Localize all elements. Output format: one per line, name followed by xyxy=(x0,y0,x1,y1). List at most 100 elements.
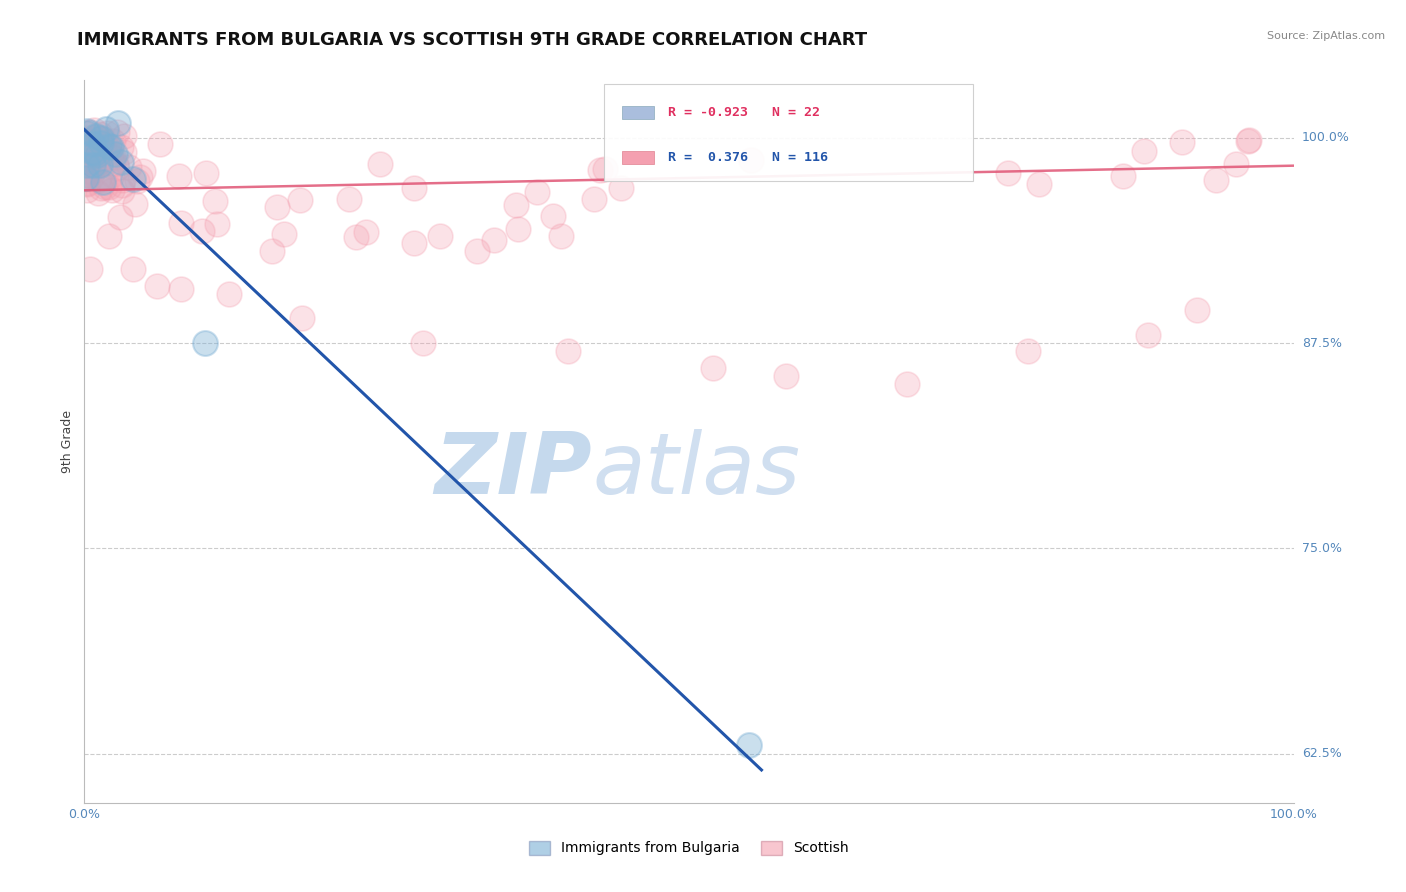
Point xyxy=(506,222,529,236)
Point xyxy=(87,172,110,186)
Legend: Immigrants from Bulgaria, Scottish: Immigrants from Bulgaria, Scottish xyxy=(524,835,853,861)
Text: 75.0%: 75.0% xyxy=(1302,541,1341,555)
Point xyxy=(77,139,100,153)
Point xyxy=(75,136,97,151)
Point xyxy=(89,127,111,141)
Point xyxy=(412,336,434,351)
Point xyxy=(90,130,112,145)
Point xyxy=(76,176,98,190)
Point xyxy=(89,156,111,170)
Point xyxy=(146,278,169,293)
Point xyxy=(107,116,129,130)
Point xyxy=(402,181,425,195)
Point xyxy=(1239,133,1261,147)
Point xyxy=(89,143,111,157)
Point xyxy=(91,132,114,146)
Point xyxy=(89,157,111,171)
Point xyxy=(1112,169,1135,184)
Point xyxy=(89,154,111,169)
Point xyxy=(266,201,288,215)
Point xyxy=(167,169,190,184)
Bar xyxy=(623,106,654,119)
Point xyxy=(775,368,797,383)
Point xyxy=(740,153,762,167)
Point xyxy=(593,162,616,177)
Point xyxy=(101,150,124,164)
Point xyxy=(83,123,105,137)
Point xyxy=(96,140,118,154)
Point xyxy=(94,180,117,194)
Text: ZIP: ZIP xyxy=(434,429,592,512)
Point xyxy=(75,172,97,186)
Point xyxy=(100,140,122,154)
Point xyxy=(110,140,132,154)
Point xyxy=(76,183,98,197)
Point xyxy=(83,143,105,157)
Point xyxy=(86,186,108,200)
Point xyxy=(77,135,100,149)
Point xyxy=(93,144,115,158)
Point xyxy=(76,158,98,172)
Point xyxy=(1205,173,1227,187)
Point xyxy=(90,136,112,150)
Point xyxy=(93,156,115,170)
Point xyxy=(112,145,135,159)
Point xyxy=(77,168,100,182)
Point xyxy=(82,165,104,179)
Point xyxy=(90,181,112,195)
Point xyxy=(83,155,105,169)
Point xyxy=(96,126,118,140)
Point xyxy=(80,145,103,160)
Point xyxy=(194,336,217,351)
Point xyxy=(288,193,311,207)
Bar xyxy=(623,152,654,164)
Point xyxy=(129,170,152,185)
Point xyxy=(127,174,149,188)
Point xyxy=(262,244,284,259)
Point xyxy=(149,136,172,151)
Point xyxy=(105,161,128,175)
Point xyxy=(218,286,240,301)
Point xyxy=(589,163,612,178)
Point xyxy=(1017,344,1039,359)
Point xyxy=(98,179,121,194)
Text: IMMIGRANTS FROM BULGARIA VS SCOTTISH 9TH GRADE CORRELATION CHART: IMMIGRANTS FROM BULGARIA VS SCOTTISH 9TH… xyxy=(77,31,868,49)
Point xyxy=(505,198,527,212)
Point xyxy=(86,129,108,144)
Point xyxy=(75,158,97,172)
Point xyxy=(75,141,97,155)
Point xyxy=(194,166,217,180)
Point xyxy=(702,360,724,375)
Point xyxy=(110,210,132,224)
Point xyxy=(76,168,98,182)
Point xyxy=(101,183,124,197)
Point xyxy=(1137,327,1160,342)
Point xyxy=(105,125,128,139)
Point xyxy=(1236,134,1258,148)
Point xyxy=(87,132,110,146)
Point xyxy=(87,146,110,161)
Point xyxy=(1225,157,1247,171)
Point xyxy=(111,184,134,198)
Point xyxy=(83,145,105,160)
Point xyxy=(82,136,104,151)
Point xyxy=(112,173,135,187)
Point xyxy=(104,147,127,161)
Point xyxy=(582,193,605,207)
Point xyxy=(205,218,228,232)
Point xyxy=(77,126,100,140)
Point xyxy=(79,125,101,139)
Point xyxy=(105,156,128,170)
Point xyxy=(557,344,579,359)
Point xyxy=(86,128,108,143)
Point xyxy=(1133,144,1156,158)
Point xyxy=(93,136,115,151)
Point xyxy=(86,151,108,165)
Point xyxy=(82,158,104,172)
Point xyxy=(80,170,103,185)
Text: 100.0%: 100.0% xyxy=(1302,131,1350,145)
Point xyxy=(94,122,117,136)
Point xyxy=(541,209,564,223)
Point xyxy=(79,134,101,148)
Point xyxy=(76,154,98,169)
